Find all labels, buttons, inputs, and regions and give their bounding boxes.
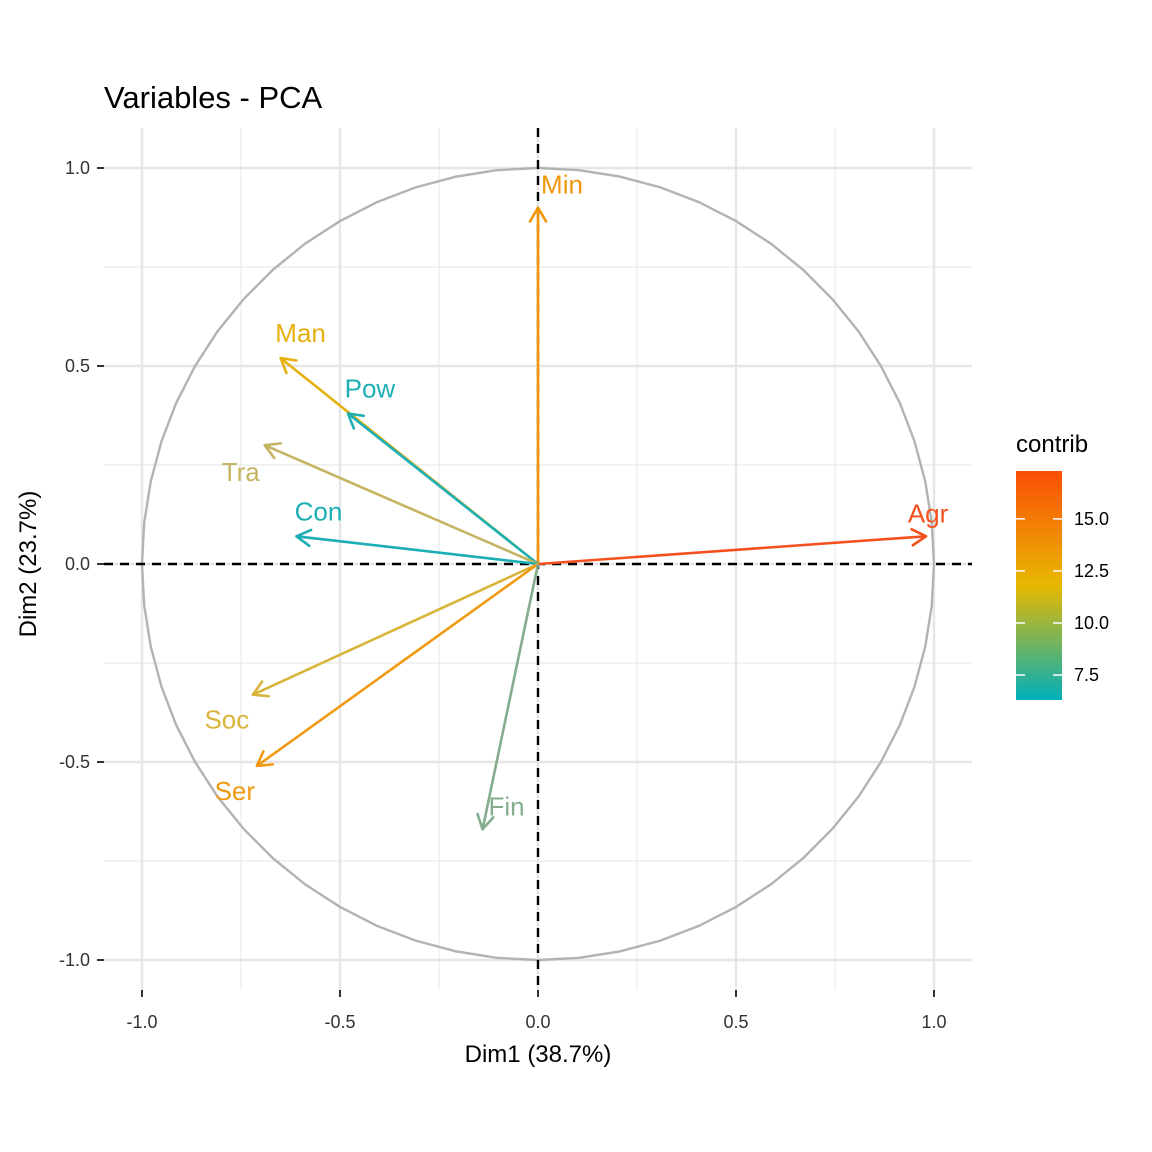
- legend-title: contrib: [1016, 431, 1088, 458]
- legend-ticks: 7.5 10.0 12.5 15.0: [1016, 509, 1109, 685]
- label-soc: Soc: [204, 705, 249, 735]
- label-ser: Ser: [215, 776, 256, 806]
- y-tick-label: 1.0: [65, 158, 90, 178]
- y-axis-title: Dim2 (23.7%): [15, 491, 42, 638]
- x-axis-ticks: -1.0 -0.5 0.0 0.5 1.0: [126, 990, 947, 1032]
- label-agr: Agr: [908, 498, 949, 528]
- legend-break-label: 15.0: [1074, 509, 1109, 529]
- arrowhead-tra: [263, 442, 282, 460]
- arrowhead-pow: [346, 412, 366, 430]
- chart-title: Variables - PCA: [104, 80, 323, 115]
- arrow-ser: [256, 562, 539, 768]
- y-tick-label: -1.0: [59, 950, 90, 970]
- x-tick-label: 0.0: [525, 1012, 550, 1032]
- arrow-soc: [252, 562, 539, 696]
- y-axis-ticks: -1.0 -0.5 0.0 0.5 1.0: [59, 158, 104, 970]
- arrow-agr: [537, 534, 927, 566]
- arrowhead-soc: [251, 680, 271, 698]
- x-tick-label: -0.5: [324, 1012, 355, 1032]
- y-tick-label: 0.5: [65, 356, 90, 376]
- arrowhead-man: [279, 356, 298, 375]
- legend-break-label: 12.5: [1074, 561, 1109, 581]
- label-tra: Tra: [222, 457, 261, 487]
- arrow-con: [296, 534, 539, 566]
- x-tick-label: 1.0: [921, 1012, 946, 1032]
- y-tick-label: 0.0: [65, 554, 90, 574]
- arrow-pow: [347, 412, 539, 566]
- arrowhead-min: [528, 206, 548, 223]
- label-pow: Pow: [345, 374, 396, 404]
- label-man: Man: [275, 318, 326, 348]
- arrowhead-con: [295, 528, 313, 548]
- variable-arrows: [251, 206, 928, 831]
- arrowhead-fin: [476, 812, 495, 831]
- y-tick-label: -0.5: [59, 752, 90, 772]
- arrowhead-agr: [910, 527, 928, 547]
- x-tick-label: 0.5: [723, 1012, 748, 1032]
- label-min: Min: [541, 170, 583, 200]
- x-tick-label: -1.0: [126, 1012, 157, 1032]
- arrow-tra: [264, 444, 539, 566]
- legend-break-label: 10.0: [1074, 613, 1109, 633]
- arrow-fin: [481, 563, 540, 830]
- arrowhead-ser: [255, 750, 275, 768]
- legend-colorbar: [1016, 471, 1062, 700]
- contrib-legend: contrib 7.5 10.0 12.5 15.0: [1016, 431, 1109, 700]
- x-axis-title: Dim1 (38.7%): [465, 1041, 612, 1068]
- label-con: Con: [295, 496, 343, 526]
- legend-break-label: 7.5: [1074, 665, 1099, 685]
- variable-labels: Agr Min Man Pow Tra Con Soc Ser Fin: [204, 170, 948, 822]
- label-fin: Fin: [488, 791, 524, 821]
